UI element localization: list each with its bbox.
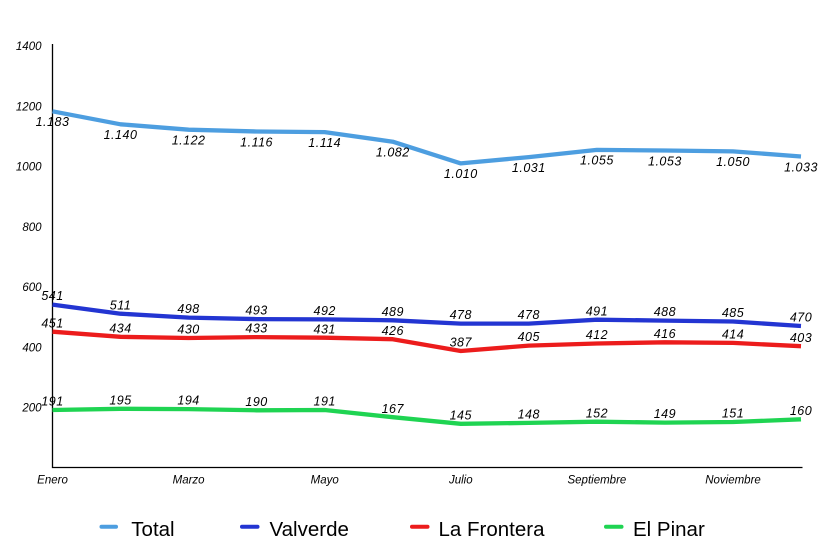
svg-text:191: 191 <box>41 395 63 409</box>
svg-text:426: 426 <box>382 324 404 338</box>
svg-text:190: 190 <box>245 395 267 409</box>
svg-text:149: 149 <box>654 407 676 421</box>
svg-text:1.033: 1.033 <box>784 160 818 174</box>
svg-text:470: 470 <box>790 311 812 325</box>
svg-text:148: 148 <box>518 408 540 422</box>
svg-text:1.116: 1.116 <box>240 135 273 149</box>
svg-text:405: 405 <box>518 330 540 344</box>
svg-text:498: 498 <box>177 302 199 316</box>
svg-text:1200: 1200 <box>16 101 42 113</box>
svg-text:1.031: 1.031 <box>512 161 546 175</box>
svg-text:200: 200 <box>21 403 42 415</box>
svg-text:434: 434 <box>109 321 131 335</box>
svg-text:433: 433 <box>245 322 267 336</box>
svg-text:Noviembre: Noviembre <box>705 475 761 487</box>
svg-text:600: 600 <box>22 282 42 294</box>
svg-text:1.055: 1.055 <box>580 154 614 168</box>
svg-text:511: 511 <box>110 298 131 312</box>
svg-text:1.082: 1.082 <box>376 146 410 160</box>
svg-text:151: 151 <box>722 407 744 421</box>
svg-text:493: 493 <box>245 304 267 318</box>
svg-text:1.140: 1.140 <box>104 128 138 142</box>
svg-text:145: 145 <box>450 408 472 422</box>
svg-text:485: 485 <box>722 306 744 320</box>
svg-text:1.050: 1.050 <box>716 155 750 169</box>
svg-text:Septiembre: Septiembre <box>567 475 626 487</box>
svg-text:El Pinar: El Pinar <box>633 518 705 541</box>
svg-text:Enero: Enero <box>37 475 68 487</box>
svg-text:167: 167 <box>382 402 405 416</box>
svg-text:191: 191 <box>314 395 336 409</box>
svg-text:800: 800 <box>22 222 42 234</box>
svg-text:430: 430 <box>177 323 199 337</box>
svg-text:1.122: 1.122 <box>172 134 206 148</box>
svg-text:1400: 1400 <box>16 41 42 53</box>
svg-text:489: 489 <box>382 305 404 319</box>
svg-text:Marzo: Marzo <box>173 475 206 487</box>
svg-text:416: 416 <box>654 327 676 341</box>
svg-text:La Frontera: La Frontera <box>439 518 546 541</box>
svg-text:Total: Total <box>131 518 174 541</box>
svg-text:194: 194 <box>177 394 199 408</box>
svg-text:412: 412 <box>586 328 608 342</box>
svg-text:152: 152 <box>586 406 608 420</box>
svg-text:Valverde: Valverde <box>270 518 349 541</box>
svg-text:478: 478 <box>518 308 540 322</box>
svg-text:Julio: Julio <box>448 475 473 487</box>
svg-text:1000: 1000 <box>16 162 42 174</box>
svg-text:488: 488 <box>654 305 676 319</box>
svg-text:492: 492 <box>314 304 336 318</box>
svg-text:1.183: 1.183 <box>36 115 70 129</box>
svg-text:400: 400 <box>22 342 42 354</box>
svg-text:403: 403 <box>790 331 812 345</box>
svg-text:387: 387 <box>450 336 473 350</box>
svg-text:195: 195 <box>109 393 131 407</box>
svg-text:1.010: 1.010 <box>444 167 478 181</box>
svg-text:1.053: 1.053 <box>648 154 682 168</box>
svg-text:Mayo: Mayo <box>311 475 340 487</box>
svg-text:160: 160 <box>790 404 812 418</box>
svg-text:541: 541 <box>41 289 63 303</box>
svg-text:478: 478 <box>450 308 472 322</box>
svg-text:414: 414 <box>722 328 744 342</box>
svg-text:491: 491 <box>586 304 608 318</box>
svg-text:451: 451 <box>41 316 63 330</box>
svg-text:431: 431 <box>314 322 336 336</box>
svg-text:1.114: 1.114 <box>308 136 341 150</box>
